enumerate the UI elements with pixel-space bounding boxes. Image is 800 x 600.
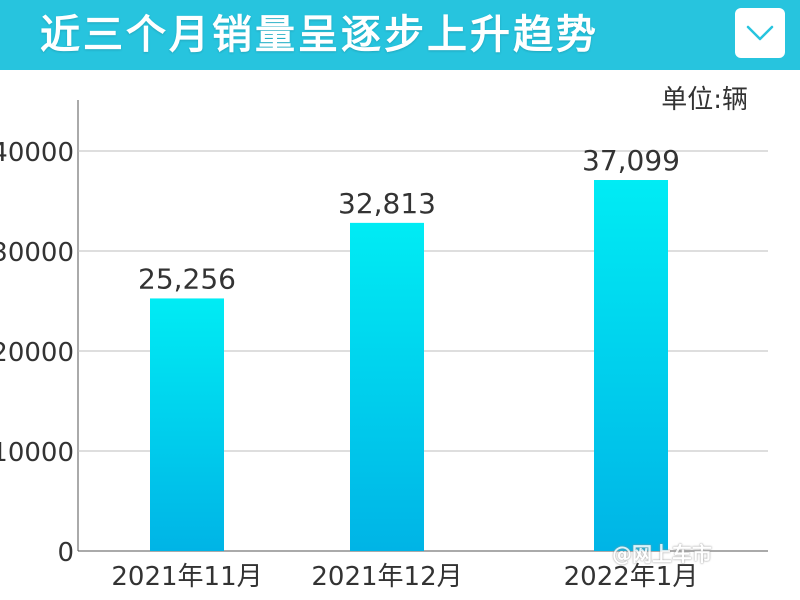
bar bbox=[594, 180, 668, 551]
y-tick-label: 0 bbox=[57, 538, 74, 568]
y-tick-label: 30000 bbox=[0, 238, 74, 268]
data-label: 37,099 bbox=[582, 144, 680, 177]
data-label: 32,813 bbox=[338, 187, 436, 220]
chart-title: 近三个月销量呈逐步上升趋势 bbox=[40, 12, 599, 58]
chevron-down-icon bbox=[746, 25, 774, 41]
y-tick-label: 40000 bbox=[0, 138, 74, 168]
y-tick-label: 10000 bbox=[0, 438, 74, 468]
title-banner: 近三个月销量呈逐步上升趋势 bbox=[0, 0, 800, 70]
bar bbox=[350, 222, 424, 551]
x-tick-label: 2022年1月 bbox=[564, 562, 699, 592]
data-label: 25,256 bbox=[138, 262, 236, 295]
y-tick-label: 20000 bbox=[0, 338, 74, 368]
bar bbox=[150, 298, 224, 551]
unit-label: 单位:辆 bbox=[661, 85, 748, 115]
x-tick-label: 2021年12月 bbox=[311, 562, 462, 592]
watermark: @网上车市 bbox=[612, 542, 712, 566]
x-tick-label: 2021年11月 bbox=[111, 562, 262, 592]
bar-chart: 0 10000 20000 30000 40000 25,256 2021年11月 32,81… bbox=[0, 85, 768, 592]
collapse-button[interactable] bbox=[735, 8, 785, 58]
